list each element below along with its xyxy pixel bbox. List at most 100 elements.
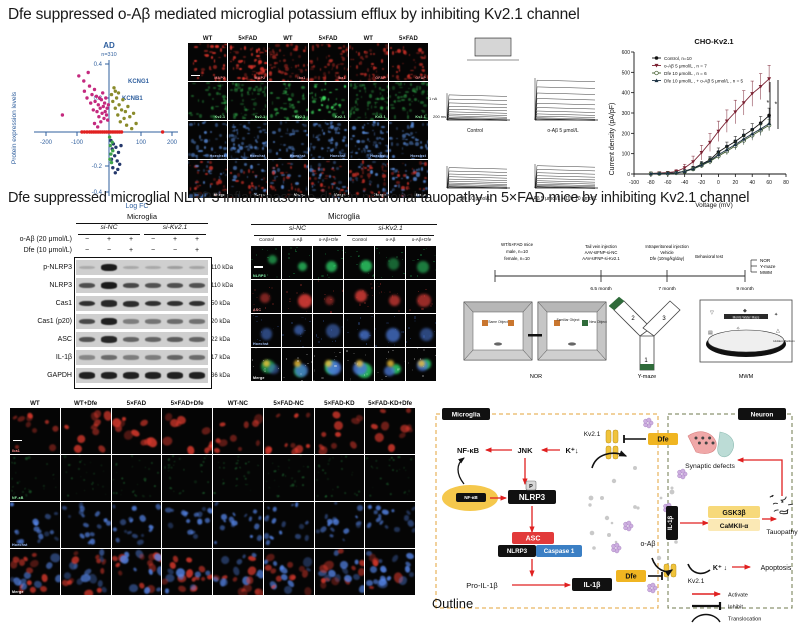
if-brain-channel-label: Merge	[213, 193, 226, 197]
scatter-point	[106, 118, 110, 122]
ifb-cell	[263, 549, 314, 595]
scatter-point	[119, 143, 123, 148]
ifm-cell	[406, 348, 436, 381]
if-brain-channel-label: Merge	[374, 193, 386, 197]
wb-band	[145, 265, 161, 270]
scatter-ylabel: Protein expression levels	[11, 91, 18, 164]
synaptic-vesicle	[701, 436, 705, 440]
ifb-cell	[365, 455, 415, 501]
ifm-cell	[344, 246, 374, 279]
scatter-ytick--0.2: -0.2	[92, 164, 103, 170]
ifm-col-header: o-Aβ	[292, 237, 303, 242]
scatter-point	[87, 84, 92, 88]
iv-marker	[724, 119, 729, 124]
iv-marker	[708, 140, 712, 145]
wb-molecular-weight: 36 kDa	[211, 373, 231, 379]
if-brain-panel: WT 5×FAD WT 5×FAD WT 5×FAD MAP2 MAP2 Iba1 Iba1 GF…	[188, 36, 428, 211]
iv-ytick: 200	[622, 131, 631, 137]
scatter-point	[98, 106, 102, 110]
potassium-ion	[588, 503, 592, 507]
timeline-behavior-test: Y-maze	[760, 264, 776, 269]
mwm-visual-cue-icon: ✧	[736, 326, 740, 332]
tau-to-synapse-arrow	[736, 457, 783, 496]
iv-xtick: 20	[733, 180, 739, 186]
iv-ytick: 500	[622, 70, 631, 76]
patch-clamp-traces-panel: Control o-Aβ 5 μmol/L Dfe 10 μmol/L o-Aβ 5 …	[429, 36, 600, 211]
scatter-point	[101, 104, 106, 109]
ifb-cell	[213, 455, 263, 501]
timeline-event-note: AAV-sIFNP-si-NC	[585, 250, 618, 255]
ifm-cell	[313, 314, 343, 347]
if-brain-cell: Merge	[348, 160, 388, 198]
potassium-ion	[670, 486, 674, 490]
ifb-cell	[263, 455, 314, 501]
iv-marker	[708, 158, 712, 163]
scatter-point	[116, 91, 121, 95]
kv21-bottom-label: Kv2.1	[688, 578, 705, 585]
potassium-ion	[674, 540, 678, 544]
ifb-cell	[314, 549, 365, 595]
scatter-point	[110, 140, 114, 144]
iv-curve-chart: CHO-Kv2.1 Current density (pA/pF) Voltag…	[604, 34, 796, 212]
k-translocation-bottom	[651, 557, 674, 577]
if-brain-cell: Hoechst	[388, 121, 428, 159]
ifb-cell	[162, 455, 212, 501]
timeline-behavior-test: MWM	[760, 270, 772, 275]
scatter-point	[119, 108, 124, 112]
iv-xtick: -100	[629, 180, 639, 186]
scatter-ytick-0.4: 0.4	[94, 62, 103, 68]
wb-treatment-value: +	[128, 247, 134, 254]
iv-marker	[657, 171, 662, 175]
scatter-point	[124, 123, 129, 127]
wb-treatment-value: −	[150, 236, 156, 243]
scatter-xtick-100: 100	[136, 140, 147, 146]
nor-object-label: Familiar Object	[557, 318, 580, 322]
ifb-cell	[314, 502, 365, 548]
western-blot-panel: Microglia si-NC si-Kv2.1 o-Aβ (20 μmol/L) − +…	[6, 212, 233, 392]
ifb-cell	[162, 502, 212, 548]
timeline-start-note: female, n=10	[504, 256, 530, 261]
ifb-cell	[314, 455, 365, 501]
wb-band	[79, 355, 95, 360]
iv-marker	[741, 137, 746, 141]
trace-caption: o-Aβ 5 μmol/L + Dfe 10 μmol/L	[528, 196, 598, 202]
ifb-cell	[213, 549, 263, 595]
wb-band	[167, 300, 183, 307]
current-trace-1	[446, 93, 510, 121]
oab-aggregate	[611, 542, 622, 554]
if-brain-cell: Kv2.1	[228, 82, 268, 120]
potassium-ion	[614, 540, 618, 544]
wb-band-row	[76, 350, 208, 365]
ifm-col-header: Control	[352, 237, 367, 242]
wb-band	[145, 300, 161, 307]
scatter-xlabel: Log FC	[126, 203, 149, 210]
wb-band-row	[76, 296, 208, 311]
mechanism-svg: Microglia Neuron K⁺↓ JNK NF-κB NF-κB NLRP3 P ASC…	[435, 408, 798, 623]
if-brain-cell: GFAP	[348, 43, 388, 81]
if-brain-channel-label: Hoechst	[289, 154, 306, 158]
scatter-annotation-kcnb1: KCNB1	[122, 96, 143, 102]
wb-band	[123, 355, 139, 360]
potassium-ion	[610, 521, 614, 525]
kv21-top-channel	[605, 429, 612, 444]
ifb-cell	[263, 408, 314, 454]
nlrp3-complex-box	[498, 545, 536, 557]
ifb-cell	[162, 408, 212, 454]
wb-protein-label: Cas1	[55, 300, 72, 307]
wb-protein-label: ASC	[57, 336, 72, 343]
wb-band	[145, 319, 161, 324]
wb-subgroup-header: si-NC	[100, 224, 118, 231]
timeline-event-time: 9 month	[736, 286, 754, 292]
iv-marker	[750, 92, 755, 96]
scatter-point	[117, 103, 121, 107]
scatter-point	[116, 150, 121, 155]
postsynapse-shape	[717, 431, 734, 458]
if-brain-channel-label: GFAP	[375, 76, 386, 80]
dfe-top-box	[648, 433, 678, 445]
scatter-point	[128, 115, 132, 119]
microglia-compartment-title-label: Microglia	[452, 411, 481, 418]
wb-molecular-weight: 110 kDa	[211, 283, 233, 289]
if-brain-cell: Hoechst	[228, 121, 268, 159]
potassium-ion	[592, 546, 596, 550]
wb-band	[189, 319, 205, 324]
